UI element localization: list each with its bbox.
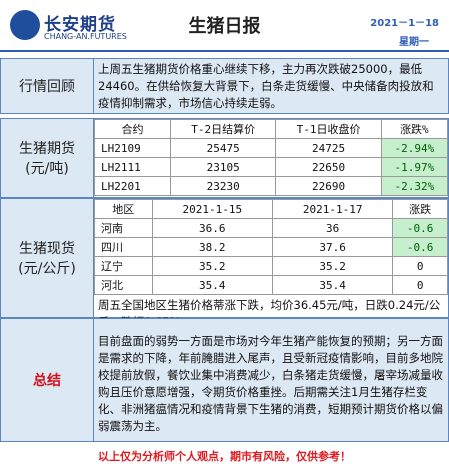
row: 河南 36.6 36 -0.6	[94, 218, 448, 238]
logo-en: CHANG-AN.FUTURES	[44, 32, 127, 41]
cell: 0	[392, 275, 448, 295]
cell: 36	[271, 218, 394, 238]
cell: 辽宁	[94, 256, 153, 276]
spot-section: 生猪现货 (元/公斤) 地区 2021-1-15 2021-1-17 涨跌 河南 36.6…	[0, 198, 449, 329]
review-text: 上周五生猪期货价格重心继续下移，主力再次跌破25000，最低24460。在供给恢…	[98, 62, 434, 110]
header-row: 合约 T-2日结算价 T-1日收盘价 涨跌%	[94, 119, 449, 139]
header-cell: 合约	[94, 119, 171, 139]
cell: 25475	[169, 138, 277, 158]
row: LH2111 23105 22650 -1.97%	[94, 157, 449, 177]
cell: -0.6	[392, 218, 448, 238]
header-cell: 2021-1-15	[151, 199, 273, 219]
row: LH2109 25475 24725 -2.94%	[94, 138, 449, 158]
spot-table: 地区 2021-1-15 2021-1-17 涨跌 河南 36.6 36 -0.6 四川 38.2…	[94, 199, 448, 295]
cell: LH2111	[94, 157, 171, 177]
cell: 23105	[169, 157, 277, 177]
cell: -2.32%	[380, 176, 449, 196]
header-row: 地区 2021-1-15 2021-1-17 涨跌	[94, 199, 448, 219]
cell: -1.97%	[380, 157, 449, 177]
weekday: 星期一	[399, 37, 429, 48]
cell: 四川	[94, 237, 153, 257]
cell: 37.6	[271, 237, 394, 257]
cell: 0	[392, 256, 448, 276]
summary-section: 总结 目前盘面的弱势一方面是市场对今年生猪产能恢复的预期；另一方面是需求的下降，…	[0, 318, 449, 442]
cell: 35.2	[271, 256, 394, 276]
disclaimer: 以上仅为分析师个人观点，期市有风险，仅供参考！	[98, 450, 351, 463]
logo-icon	[10, 10, 40, 40]
header-cell: 地区	[94, 199, 153, 219]
review-section: 行情回顾 上周五生猪期货价格重心继续下移，主力再次跌破25000，最低24460…	[0, 58, 449, 114]
cell: 24725	[275, 138, 382, 158]
cell: 35.2	[151, 256, 273, 276]
cell: 河北	[94, 275, 153, 295]
cell: LH2201	[94, 176, 171, 196]
section-label: 生猪期货 (元/吨)	[1, 119, 94, 197]
cell: 35.4	[271, 275, 394, 295]
divider	[0, 50, 449, 52]
section-label: 总结	[1, 319, 94, 441]
header-cell: T-2日结算价	[169, 119, 277, 139]
section-label: 生猪现货 (元/公斤)	[1, 199, 94, 317]
cell: 河南	[94, 218, 153, 238]
title: 生猪日报	[188, 16, 261, 37]
header-cell: 2021-1-17	[271, 199, 394, 219]
row: 四川 38.2 37.6 -0.6	[94, 237, 448, 257]
date: 2021－1－18	[370, 18, 439, 29]
cell: -0.6	[392, 237, 448, 257]
row: 河北 35.4 35.4 0	[94, 275, 448, 295]
cell: 35.4	[151, 275, 273, 295]
cell: 22690	[275, 176, 382, 196]
cell: 23230	[169, 176, 277, 196]
cell: 38.2	[151, 237, 273, 257]
summary-text: 目前盘面的弱势一方面是市场对今年生猪产能恢复的预期；另一方面是需求的下降，年前腌…	[98, 334, 443, 433]
section-label: 行情回顾	[1, 59, 94, 113]
cell: 36.6	[151, 218, 273, 238]
header-cell: 涨跌	[392, 199, 448, 219]
futures-section: 生猪期货 (元/吨) 合约 T-2日结算价 T-1日收盘价 涨跌% LH2109 2547…	[0, 118, 449, 198]
cell: -2.94%	[380, 138, 449, 158]
cell: 22650	[275, 157, 382, 177]
header-cell: 涨跌%	[380, 119, 449, 139]
row: 辽宁 35.2 35.2 0	[94, 256, 448, 276]
header-cell: T-1日收盘价	[275, 119, 382, 139]
logo: 长安期货	[44, 15, 116, 35]
header: 长安期货 CHANG-AN.FUTURES 生猪日报 2021－1－18 星期一	[0, 0, 449, 50]
cell: LH2109	[94, 138, 171, 158]
row: LH2201 23230 22690 -2.32%	[94, 176, 449, 196]
futures-table: 合约 T-2日结算价 T-1日收盘价 涨跌% LH2109 25475 24725 -2.94…	[94, 119, 449, 196]
